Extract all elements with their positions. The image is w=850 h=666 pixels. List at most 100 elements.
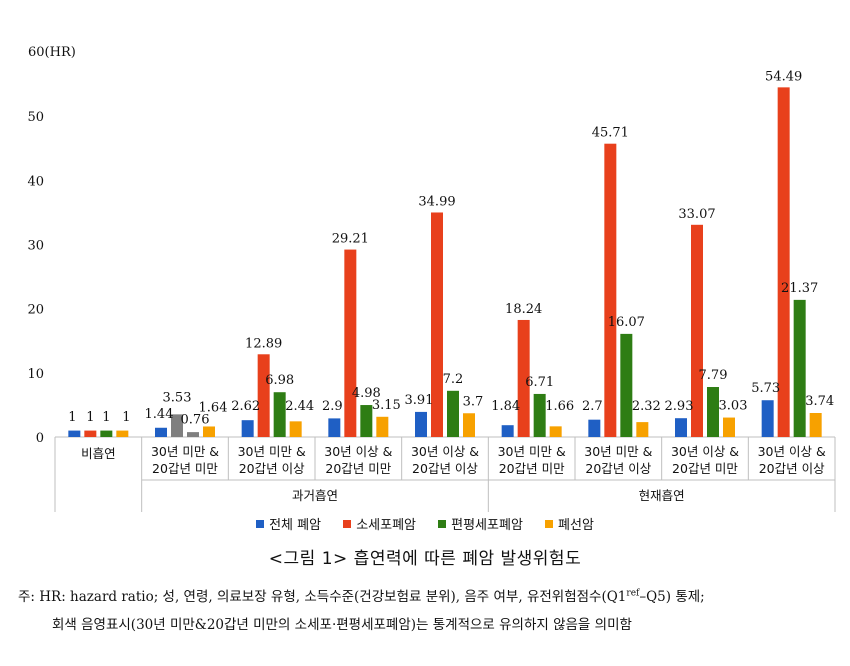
legend-swatch-adeno (545, 520, 554, 528)
data-label: 5.73 (751, 381, 780, 396)
y-tick-label: 0 (36, 431, 44, 446)
footnote-line-2: 회색 음영표시(30년 미만&20갑년 미만의 소세포·편평세포폐암)는 통계적… (52, 617, 632, 633)
data-label: 1 (122, 410, 130, 425)
x-tick-label: 20갑년 이상 (585, 461, 651, 476)
x-tick-label: 비흡연 (81, 446, 116, 461)
data-label: 2.32 (632, 399, 661, 414)
y-tick-label: 20 (27, 303, 44, 318)
x-tick-label: 20갑년 이상 (239, 461, 305, 476)
x-tick-label: 20갑년 이상 (759, 461, 825, 476)
legend-label: 전체 폐암 (269, 518, 322, 533)
bar (360, 405, 373, 437)
data-label: 12.89 (245, 336, 282, 351)
data-label: 6.71 (525, 375, 554, 390)
data-label: 3.53 (163, 391, 192, 406)
bar (289, 421, 302, 437)
bar (533, 393, 546, 437)
bar (100, 430, 113, 437)
bar (273, 392, 286, 437)
data-label: 34.99 (418, 194, 455, 209)
figure-caption: <그림 1> 흡연력에 따른 폐암 발생위험도 (268, 549, 582, 569)
y-tick-label: 10 (27, 367, 44, 382)
data-label: 33.07 (678, 207, 715, 222)
group-label: 현재흡연 (639, 488, 685, 503)
legend-label: 소세포폐암 (356, 518, 416, 533)
footnote-text: –Q5) 통제; (639, 589, 705, 605)
bar (793, 299, 806, 437)
data-label: 2.7 (582, 399, 603, 414)
x-tick-label: 20갑년 미만 (499, 461, 565, 476)
bar (257, 354, 270, 437)
bar (691, 224, 703, 437)
bar (620, 333, 633, 437)
bar (809, 413, 822, 437)
data-label: 3.91 (405, 393, 434, 408)
bar (241, 420, 254, 437)
x-tick-label: 30년 미만 & (151, 444, 219, 459)
data-label: 54.49 (765, 69, 802, 84)
chart-legend: 전체 폐암 소세포폐암 편평세포폐암 폐선암 (0, 514, 850, 533)
bar (376, 416, 389, 437)
group-label: 과거흡연 (292, 488, 338, 503)
data-label: 7.79 (699, 368, 728, 383)
bar (431, 212, 443, 437)
footnote-superscript: ref (626, 588, 640, 599)
data-label: 2.9 (322, 399, 343, 414)
y-tick-label: 30 (27, 239, 44, 254)
bar (777, 87, 790, 437)
bar (171, 414, 183, 437)
data-label: 45.71 (592, 126, 629, 141)
chart-axes: 60(HR) 0 10 20 30 40 50 비흡연 30년 미만 & 20갑년 미만 30년 미… (27, 45, 836, 512)
bar (116, 430, 129, 437)
bar (155, 427, 167, 437)
data-label: 0.76 (181, 413, 210, 428)
data-label: 29.21 (332, 232, 369, 247)
data-label: 2.44 (285, 399, 314, 414)
bar (549, 426, 562, 437)
x-tick-label: 20갑년 미만 (672, 461, 738, 476)
data-label: 1 (68, 410, 76, 425)
bar (675, 418, 687, 437)
x-tick-label: 30년 이상 & (411, 444, 479, 459)
data-label: 16.07 (608, 315, 645, 330)
bar (517, 319, 530, 437)
bar (463, 413, 475, 437)
x-tick-label: 20갑년 미만 (152, 461, 218, 476)
data-label: 1.64 (199, 400, 228, 415)
data-label: 3.03 (719, 399, 748, 414)
bar (344, 249, 357, 437)
data-label: 1 (102, 410, 110, 425)
x-tick-label: 30년 이상 & (758, 444, 826, 459)
bar (761, 400, 774, 437)
data-label: 6.98 (265, 373, 294, 388)
data-label: 4.98 (352, 386, 381, 401)
bar (203, 426, 215, 437)
data-label: 3.74 (805, 394, 834, 409)
bar (415, 411, 427, 437)
data-label: 2.62 (231, 399, 260, 414)
legend-label: 편평세포폐암 (451, 518, 523, 533)
legend-item-total: 전체 폐암 (256, 514, 321, 533)
legend-swatch-total (256, 520, 265, 528)
bar (328, 418, 341, 437)
data-label: 2.93 (665, 399, 694, 414)
x-tick-label: 30년 미만 & (584, 444, 652, 459)
y-axis-title: 60(HR) (28, 45, 76, 60)
data-label: 1.66 (545, 399, 574, 414)
legend-swatch-small-cell (343, 520, 352, 528)
bar (187, 432, 199, 437)
x-tick-label: 30년 이상 & (671, 444, 739, 459)
data-label: 1.44 (145, 407, 174, 422)
chart-bars (68, 87, 822, 438)
legend-label: 폐선암 (558, 518, 594, 533)
bar (707, 387, 719, 437)
legend-item-squamous: 편평세포폐암 (438, 514, 523, 533)
y-tick-label: 50 (27, 110, 44, 125)
legend-item-small-cell: 소세포폐암 (343, 514, 416, 533)
data-label: 1.84 (491, 399, 520, 414)
y-tick-label: 40 (27, 174, 44, 189)
bar (588, 419, 601, 437)
bar (723, 417, 735, 437)
x-tick-label: 30년 미만 & (238, 444, 306, 459)
